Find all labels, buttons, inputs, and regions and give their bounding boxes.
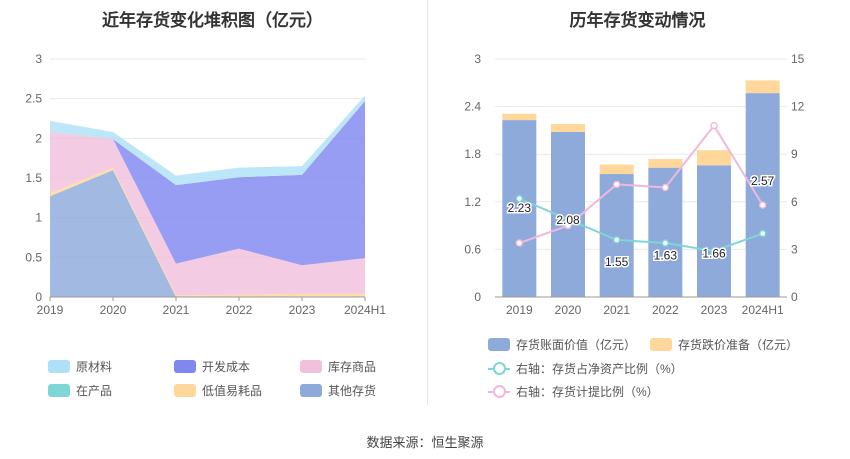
legend-swatch: [488, 338, 510, 351]
line-point: [564, 221, 572, 230]
x-tick-label: 2021: [603, 303, 630, 317]
line-point: [710, 121, 718, 130]
legend-item[interactable]: 开发成本: [174, 358, 250, 375]
bar-impairment: [551, 124, 585, 132]
data-source-note: 数据来源：恒生聚源: [366, 435, 484, 450]
legend-swatch: [174, 360, 196, 373]
line-point: [758, 229, 767, 238]
bar-impairment: [745, 80, 780, 94]
x-tick-label: 2020: [555, 303, 582, 317]
line-point: [710, 247, 718, 255]
y-tick-label: 1: [35, 211, 42, 225]
x-tick-label: 2021: [163, 303, 190, 317]
y-tick-label: 3: [35, 52, 42, 66]
line-point: [661, 239, 670, 247]
legend-item[interactable]: 低值易耗品: [174, 382, 262, 399]
y-tick-label: 0.6: [464, 242, 481, 256]
y2-tick-label: 0: [791, 290, 798, 304]
legend-swatch: [48, 360, 70, 373]
bar-book-value: [502, 120, 537, 297]
bar-impairment: [648, 158, 683, 168]
y2-tick-label: 9: [791, 147, 798, 161]
y-tick-label: 1.8: [464, 147, 481, 161]
bar-value-label: 1.63: [654, 249, 678, 263]
legend-label: 存货账面价值（亿元）: [516, 338, 637, 352]
legend-line-swatch: [488, 385, 510, 398]
legend-line-swatch: [488, 362, 510, 375]
legend-item[interactable]: 存货账面价值（亿元）: [488, 336, 636, 353]
legend-swatch: [174, 384, 196, 397]
x-tick-label: 2019: [506, 303, 533, 317]
legend-label: 原材料: [76, 360, 113, 374]
x-tick-label: 2024H1: [344, 303, 386, 317]
legend-swatch: [48, 384, 70, 397]
bar-value-label: 1.66: [702, 246, 726, 260]
bar-book-value: [697, 165, 731, 297]
legend-label: 右轴：存货计提比例（%）: [516, 385, 659, 399]
legend-item[interactable]: 在产品: [48, 382, 112, 399]
legend-swatch: [300, 360, 322, 373]
x-tick-label: 2020: [100, 303, 127, 317]
x-tick-label: 2024H1: [742, 303, 784, 317]
legend-swatch: [650, 338, 672, 351]
area-低值易耗品: [50, 167, 365, 297]
bar-value-label: 1.55: [605, 255, 629, 269]
x-tick-label: 2023: [289, 303, 316, 317]
line-point: [515, 194, 524, 203]
line-point: [612, 236, 621, 244]
y2-tick-label: 6: [791, 195, 798, 209]
y-tick-label: 0: [474, 290, 481, 304]
legend-label: 存货跌价准备（亿元）: [678, 338, 799, 352]
legend-label: 其他存货: [328, 384, 377, 398]
y2-tick-label: 3: [791, 242, 798, 256]
bar-impairment: [502, 113, 537, 121]
legend-item[interactable]: 库存商品: [300, 358, 376, 375]
line-point: [515, 239, 524, 247]
right-chart-title: 历年存货变动情况: [569, 11, 706, 30]
x-tick-label: 2022: [226, 303, 253, 317]
bar-value-label: 2.08: [556, 213, 580, 227]
line-point: [661, 183, 670, 192]
y-tick-label: 2.4: [464, 100, 481, 114]
area-其他存货: [50, 170, 365, 297]
legend-item[interactable]: 右轴：存货占净资产比例（%）: [488, 360, 683, 377]
y-tick-label: 3: [474, 52, 481, 66]
y-tick-label: 0.5: [25, 250, 42, 264]
x-tick-label: 2022: [652, 303, 679, 317]
stacked-area-chart: 0 0.5 1 1.5 2 2.5 3 2019 2020 2021 2022 2023 2024H1: [25, 52, 386, 317]
x-tick-label: 2019: [37, 303, 64, 317]
bar-book-value: [745, 93, 780, 297]
chart-divider: [427, 0, 428, 405]
bar-impairment: [697, 150, 731, 166]
y2-tick-label: 12: [791, 100, 805, 114]
line-右轴：存货计提比例（%）: [518, 123, 764, 244]
legend-label: 库存商品: [328, 360, 377, 374]
legend-item[interactable]: 原材料: [48, 358, 112, 375]
line-右轴：存货占净资产比例（%）: [518, 197, 764, 253]
legend-label: 在产品: [76, 384, 113, 398]
legend-item[interactable]: 右轴：存货计提比例（%）: [488, 383, 659, 400]
line-point: [612, 180, 621, 189]
left-chart-title: 近年存货变化堆积图（亿元）: [102, 11, 323, 30]
legend-label: 开发成本: [202, 360, 251, 374]
area-库存商品: [50, 131, 365, 296]
bar-impairment: [599, 164, 634, 175]
y-tick-label: 1.5: [25, 171, 42, 185]
line-point: [758, 201, 767, 209]
x-tick-label: 2023: [701, 303, 728, 317]
bar-value-label: 2.57: [751, 174, 775, 188]
y-tick-label: 0: [35, 290, 42, 304]
legend-item[interactable]: 其他存货: [300, 382, 376, 399]
bar-value-label: 2.23: [508, 201, 532, 215]
area-开发成本: [50, 101, 365, 266]
y-tick-label: 1.2: [464, 195, 481, 209]
legend-item[interactable]: 存货跌价准备（亿元）: [650, 336, 798, 353]
y-tick-label: 2: [35, 131, 42, 145]
y2-tick-label: 15: [791, 52, 805, 66]
legend-swatch: [300, 384, 322, 397]
y-tick-label: 2.5: [25, 92, 42, 106]
legend-label: 低值易耗品: [202, 384, 263, 398]
inventory-bar-line-chart: 0 0.6 1.2 1.8 2.4 3 0 3 6 9 12 15 2019 2020 2021 2022 20…: [464, 52, 805, 317]
legend-label: 右轴：存货占净资产比例（%）: [516, 362, 683, 376]
